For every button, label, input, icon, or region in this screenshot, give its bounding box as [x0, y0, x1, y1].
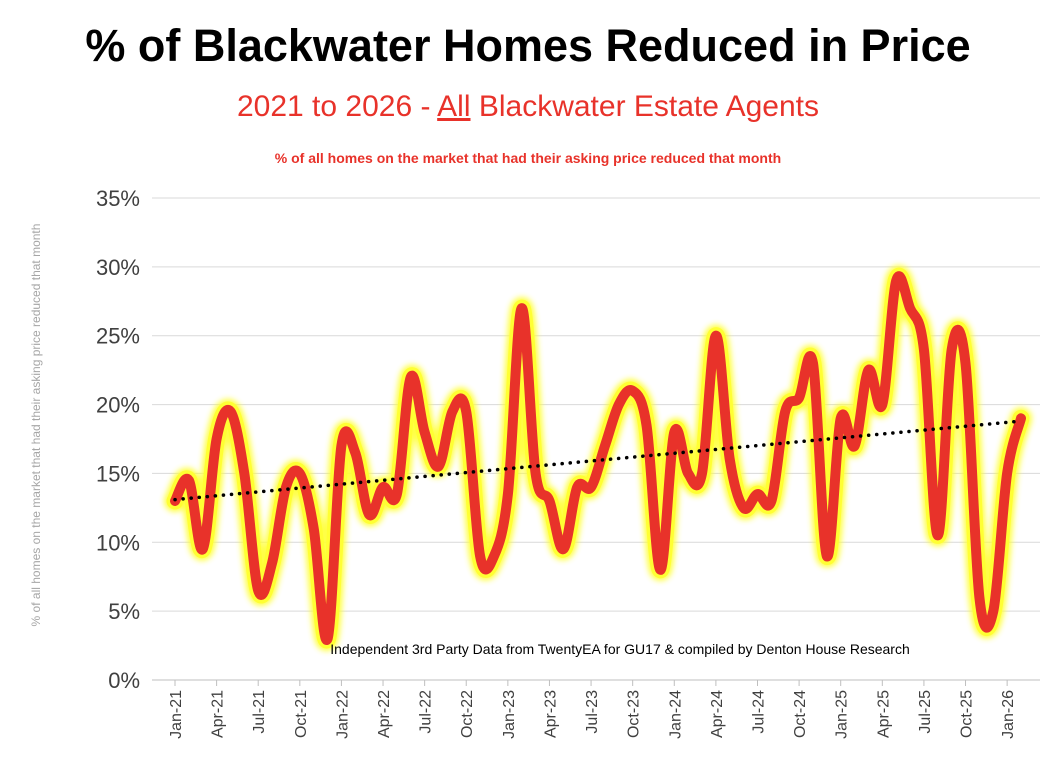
y-tick-label: 30% [96, 255, 140, 280]
chart-subtitle: 2021 to 2026 - All Blackwater Estate Age… [0, 90, 1056, 124]
x-tick-label: Jul-25 [917, 690, 934, 734]
x-tick-label: Apr-22 [376, 690, 393, 738]
x-tick-label: Jan-23 [501, 690, 518, 739]
y-tick-label: 20% [96, 393, 140, 418]
x-tick-label: Jul-24 [750, 690, 767, 734]
x-tick-label: Jul-22 [418, 690, 435, 734]
chart-caption: % of all homes on the market that had th… [274, 150, 782, 166]
y-tick-label: 15% [96, 461, 140, 486]
x-tick-label: Oct-22 [459, 690, 476, 738]
x-tick-labels: Jan-21 Apr-21 Jul-21 Oct-21 Jan-22 Apr-22 Jul-… [168, 680, 1017, 739]
x-tick-label: Oct-21 [293, 690, 310, 738]
x-tick-label: Apr-24 [709, 690, 726, 738]
x-tick-label: Oct-23 [626, 690, 643, 738]
subtitle-suffix: Blackwater Estate Agents [470, 90, 820, 123]
y-tick-label: 35% [96, 186, 140, 211]
x-tick-label: Jul-23 [584, 690, 601, 734]
x-tick-label: Jan-24 [667, 690, 684, 739]
x-tick-label: Jan-25 [834, 690, 851, 739]
x-tick-label: Apr-25 [875, 690, 892, 738]
y-tick-label: 10% [96, 530, 140, 555]
source-note: Independent 3rd Party Data from TwentyEA… [330, 641, 910, 657]
y-tick-label: 5% [108, 599, 140, 624]
subtitle-prefix: 2021 to 2026 - [236, 90, 438, 123]
y-tick-labels: 0% 5% 10% 15% 20% 25% 30% 35% [96, 186, 140, 693]
series-line [170, 271, 1026, 645]
chart-title: % of Blackwater Homes Reduced in Price [85, 20, 971, 71]
x-tick-label: Jan-22 [334, 690, 351, 739]
x-tick-label: Apr-21 [210, 690, 227, 738]
y-tick-label: 25% [96, 324, 140, 349]
subtitle-underlined: All [437, 90, 471, 123]
x-tick-label: Oct-25 [959, 690, 976, 738]
x-tick-label: Jan-26 [1000, 690, 1017, 739]
series-layer [164, 265, 1032, 651]
x-tick-label: Jan-21 [168, 690, 185, 739]
x-tick-label: Apr-23 [542, 690, 559, 738]
x-tick-label: Jul-21 [251, 690, 268, 734]
y-tick-label: 0% [108, 668, 140, 693]
x-tick-label: Oct-24 [792, 690, 809, 738]
